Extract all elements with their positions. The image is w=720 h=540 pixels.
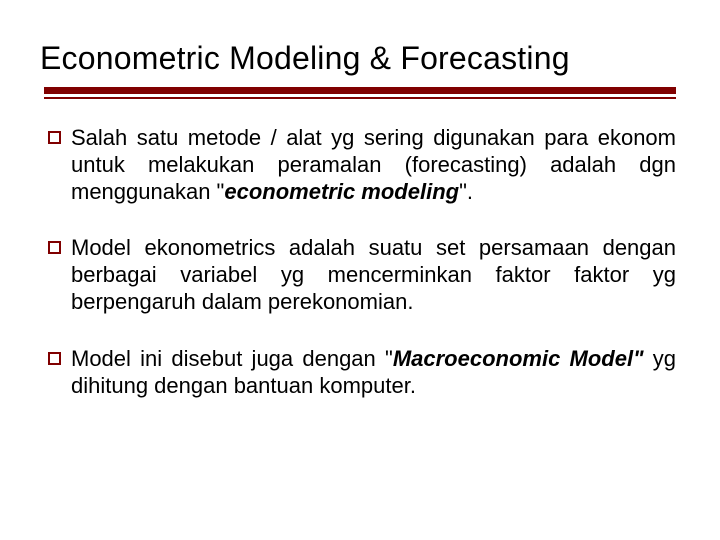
- slide-body: Salah satu metode / alat yg sering digun…: [36, 125, 684, 400]
- underline-thin: [44, 97, 676, 99]
- bullet-item: Model ini disebut juga dengan "Macroecon…: [48, 346, 676, 400]
- bullet-text: Model ekonometrics adalah suatu set pers…: [71, 235, 676, 315]
- bullet-text: Model ini disebut juga dengan "Macroecon…: [71, 346, 676, 400]
- square-bullet-icon: [48, 352, 61, 365]
- slide-title: Econometric Modeling & Forecasting: [36, 40, 684, 77]
- slide: { "title": "Econometric Modeling & Forec…: [0, 0, 720, 540]
- underline-thick: [44, 87, 676, 94]
- text-run: Model ini disebut juga dengan ": [71, 346, 393, 371]
- text-run: ".: [459, 179, 473, 204]
- bullet-item: Model ekonometrics adalah suatu set pers…: [48, 235, 676, 315]
- square-bullet-icon: [48, 241, 61, 254]
- emphasis-text: econometric modeling: [224, 179, 459, 204]
- title-underline: [36, 87, 684, 99]
- emphasis-text: Macroeconomic Model": [393, 346, 644, 371]
- bullet-item: Salah satu metode / alat yg sering digun…: [48, 125, 676, 205]
- square-bullet-icon: [48, 131, 61, 144]
- text-run: Model ekonometrics adalah suatu set pers…: [71, 235, 676, 314]
- bullet-text: Salah satu metode / alat yg sering digun…: [71, 125, 676, 205]
